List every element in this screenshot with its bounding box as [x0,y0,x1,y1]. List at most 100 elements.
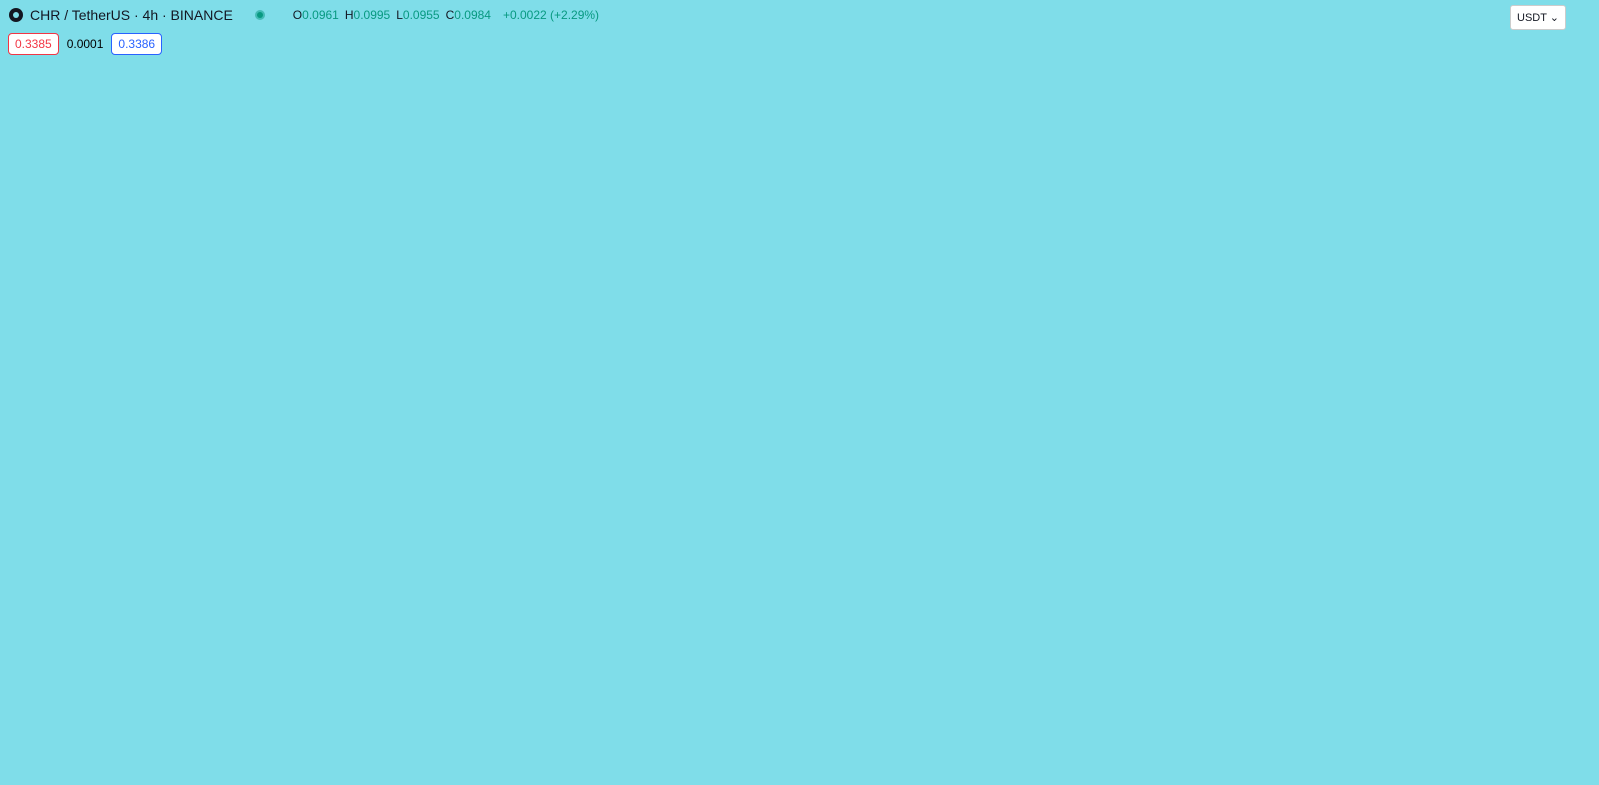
y-tick-label: 0.9000 [1516,77,1553,91]
candle-body [732,296,744,318]
candle-body [970,379,982,401]
candle [514,559,526,590]
candle [1029,414,1041,447]
level-badge [1508,86,1560,105]
candle-body [1069,365,1081,439]
ohlc-value: 0.0995 [353,8,391,22]
candle [673,414,685,461]
candle-body [514,570,526,587]
y-tick-label: 1.0500 [1516,32,1553,46]
candle-body [58,746,70,756]
candle [19,660,31,722]
candle [574,425,586,517]
candle [118,658,130,725]
candle-body [118,683,130,722]
candle [475,550,487,604]
candle-body [98,721,110,743]
candle-body [693,372,705,431]
candles [0,220,1081,766]
retest-box [954,355,1193,372]
candle-body [910,296,922,304]
support-zone [0,468,1508,525]
candle [534,538,546,574]
candle-body [237,724,249,750]
level-label: 0.4759 [1514,260,1551,274]
candle [653,438,665,467]
level-label: 0.8665 [1514,87,1551,101]
candle [831,289,843,321]
candle-body [19,670,31,716]
candle-body [633,450,645,461]
buy-button[interactable]: 0.3386 [111,33,163,55]
arrow-head [1140,270,1158,289]
y-tick-label: 0.1080 [1516,686,1553,700]
candle [158,704,170,731]
y-tick-label: 0.1900 [1516,523,1553,537]
candle [138,680,150,719]
sell-button[interactable]: 0.3385 [8,33,59,55]
candle-body [276,715,288,753]
candle-body [296,675,308,716]
candle [732,247,744,321]
candle-body [831,296,843,318]
candle [990,372,1002,410]
candle-body [494,580,506,587]
candle-body [871,271,883,329]
candle-body [138,683,150,713]
y-tick-label: 0.1350 [1516,622,1553,636]
candle-body [554,435,566,554]
candle [415,629,427,650]
candle-body [217,699,229,725]
crosshair-plus: ⊕ [1490,382,1500,396]
y-tick-label: 0.0960 [1516,720,1553,734]
candle-body [752,296,764,304]
y-tick-label: 0.3600 [1516,340,1553,354]
candle-body [1049,435,1061,439]
ohlc-key: H [344,8,354,22]
candle [316,668,328,691]
candle-body [78,742,90,756]
symbol[interactable]: CHR / TetherUS · 4h · BINANCE [30,7,233,23]
candle-body [673,430,685,458]
candle [970,368,982,405]
candle [197,688,209,734]
candle [752,286,764,311]
candle [891,264,903,307]
candle [593,404,605,467]
candle-body [0,663,11,671]
ohlc-value: 0.0955 [402,8,440,22]
candle-body [39,715,51,747]
candle [772,296,784,321]
candle-body [950,381,962,401]
candle [336,656,348,689]
currency-select[interactable]: USDT ⌄ [1510,5,1567,30]
arrow [1107,271,1156,364]
candle [395,603,407,676]
candle-body [316,675,328,684]
candle-body [792,313,804,360]
candle [217,693,229,731]
candle [693,359,705,433]
candle [494,571,506,592]
y-tick-label: 0.2200 [1516,481,1553,495]
candle-body [455,599,467,615]
candle [455,587,467,620]
symbol-icon [9,8,23,22]
header: CHR / TetherUS · 4h · BINANCE O0.0961 H0.… [8,7,599,23]
y-tick-label: 0.1200 [1516,656,1553,670]
candle [633,441,645,483]
candle [712,303,724,375]
order-panel: 0.3385 0.0001 0.3386 [8,33,163,55]
candle-body [177,724,189,731]
candle-body [574,435,586,465]
candle [930,289,942,436]
candle [356,660,368,700]
change: +0.0022 (+2.29%) [502,8,600,22]
candle-body [653,457,665,461]
candle [435,607,447,645]
price-axis: 1.0500 0.9000 0.8000 0.7000 0.6000 0.5400 0.42… [0,0,1565,785]
ohlc-key: O [292,8,303,22]
crosshair-badge [1508,378,1560,399]
candle [39,710,51,760]
